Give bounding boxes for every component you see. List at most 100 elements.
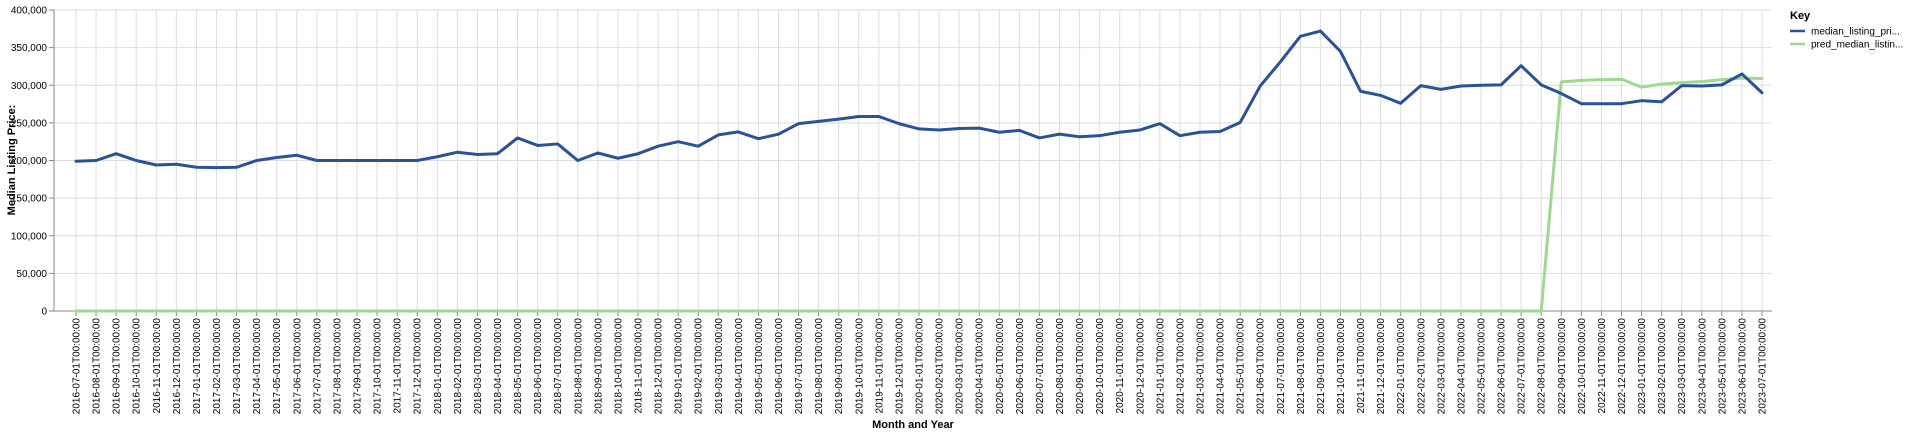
x-tick-label: 2023-02-01T00:00:00 xyxy=(1657,318,1668,415)
x-tick-label: 2018-07-01T00:00:00 xyxy=(553,318,564,415)
x-tick-label: 2019-04-01T00:00:00 xyxy=(734,318,745,415)
legend-label: pred_median_listin... xyxy=(1811,40,1903,51)
y-tick-label: 400,000 xyxy=(11,6,48,17)
x-tick-label: 2020-02-01T00:00:00 xyxy=(935,318,946,415)
x-tick-label: 2019-09-01T00:00:00 xyxy=(834,318,845,415)
x-tick-label: 2023-06-01T00:00:00 xyxy=(1737,318,1748,415)
x-tick-label: 2019-01-01T00:00:00 xyxy=(674,318,685,415)
x-tick-label: 2016-07-01T00:00:00 xyxy=(72,318,83,415)
x-tick-label: 2018-12-01T00:00:00 xyxy=(654,318,665,415)
x-tick-label: 2019-12-01T00:00:00 xyxy=(894,318,905,415)
series-line-2 xyxy=(74,76,1764,313)
y-tick-label: 150,000 xyxy=(11,194,48,205)
x-tick-label: 2016-12-01T00:00:00 xyxy=(172,318,183,415)
x-tick-label: 2019-03-01T00:00:00 xyxy=(714,318,725,415)
x-tick-label: 2022-04-01T00:00:00 xyxy=(1456,318,1467,415)
x-tick-label: 2019-02-01T00:00:00 xyxy=(694,318,705,415)
x-tick-label: 2018-09-01T00:00:00 xyxy=(593,318,604,415)
x-tick-label: 2022-11-01T00:00:00 xyxy=(1597,318,1608,414)
y-tick-label: 250,000 xyxy=(11,118,48,129)
x-tick-label: 2021-09-01T00:00:00 xyxy=(1316,318,1327,415)
x-tick-label: 2020-06-01T00:00:00 xyxy=(1015,318,1026,415)
x-tick-label: 2020-12-01T00:00:00 xyxy=(1135,318,1146,415)
x-tick-label: 2022-10-01T00:00:00 xyxy=(1577,318,1588,415)
x-tick-label: 2021-06-01T00:00:00 xyxy=(1256,318,1267,415)
x-tick-label: 2018-08-01T00:00:00 xyxy=(573,318,584,415)
x-tick-label: 2023-01-01T00:00:00 xyxy=(1637,318,1648,415)
x-tick-label: 2022-07-01T00:00:00 xyxy=(1517,318,1528,415)
x-tick-label: 2023-07-01T00:00:00 xyxy=(1758,318,1769,415)
x-tick-label: 2017-01-01T00:00:00 xyxy=(192,318,203,415)
x-tick-label: 2018-06-01T00:00:00 xyxy=(533,318,544,415)
x-tick-label: 2019-06-01T00:00:00 xyxy=(774,318,785,415)
x-tick-label: 2022-06-01T00:00:00 xyxy=(1497,318,1508,415)
x-tick-label: 2021-04-01T00:00:00 xyxy=(1216,318,1227,415)
x-tick-label: 2016-08-01T00:00:00 xyxy=(92,318,103,415)
x-tick-label: 2017-02-01T00:00:00 xyxy=(212,318,223,415)
series-line-1 xyxy=(74,29,1764,170)
series-lines xyxy=(74,29,1764,313)
x-tick-label: 2020-05-01T00:00:00 xyxy=(995,318,1006,415)
x-tick-label: 2016-10-01T00:00:00 xyxy=(132,318,143,415)
x-tick-label: 2017-11-01T00:00:00 xyxy=(393,318,404,414)
x-tick-label: 2019-07-01T00:00:00 xyxy=(794,318,805,415)
x-tick-label: 2022-12-01T00:00:00 xyxy=(1617,318,1628,415)
x-tick-label: 2017-04-01T00:00:00 xyxy=(252,318,263,415)
x-tick-label: 2020-04-01T00:00:00 xyxy=(975,318,986,415)
x-tick-label: 2018-01-01T00:00:00 xyxy=(433,318,444,415)
x-tick-label: 2018-10-01T00:00:00 xyxy=(613,318,624,415)
x-tick-label: 2018-03-01T00:00:00 xyxy=(473,318,484,415)
x-tick-label: 2021-11-01T00:00:00 xyxy=(1356,318,1367,414)
x-tick-label: 2021-02-01T00:00:00 xyxy=(1175,318,1186,415)
x-tick-label: 2023-05-01T00:00:00 xyxy=(1717,318,1728,415)
x-tick-label: 2020-09-01T00:00:00 xyxy=(1075,318,1086,415)
x-tick-label: 2020-11-01T00:00:00 xyxy=(1115,318,1126,414)
x-tick-label: 2017-08-01T00:00:00 xyxy=(332,318,343,415)
x-tick-label: 2018-05-01T00:00:00 xyxy=(513,318,524,415)
x-tick-label: 2019-08-01T00:00:00 xyxy=(814,318,825,415)
x-tick-label: 2019-05-01T00:00:00 xyxy=(754,318,765,415)
y-tick-label: 300,000 xyxy=(11,81,48,92)
x-axis-title: Month and Year xyxy=(872,419,954,431)
x-tick-label: 2017-06-01T00:00:00 xyxy=(292,318,303,415)
x-tick-label: 2018-02-01T00:00:00 xyxy=(453,318,464,415)
legend-title: Key xyxy=(1790,10,1811,22)
y-axis-title: Median Listing Price: xyxy=(6,105,18,216)
x-tick-label: 2021-07-01T00:00:00 xyxy=(1276,318,1287,415)
legend-label: median_listing_pri... xyxy=(1811,27,1900,38)
x-tick-label: 2020-08-01T00:00:00 xyxy=(1055,318,1066,415)
y-tick-label: 100,000 xyxy=(11,231,48,242)
y-tick-label: 0 xyxy=(41,307,47,318)
x-tick-label: 2019-11-01T00:00:00 xyxy=(874,318,885,414)
x-tick-label: 2020-01-01T00:00:00 xyxy=(915,318,926,415)
x-tick-label: 2020-10-01T00:00:00 xyxy=(1095,318,1106,415)
x-tick-label: 2017-05-01T00:00:00 xyxy=(272,318,283,415)
x-tick-label: 2021-01-01T00:00:00 xyxy=(1155,318,1166,415)
x-tick-label: 2022-03-01T00:00:00 xyxy=(1436,318,1447,415)
x-tick-label: 2019-10-01T00:00:00 xyxy=(854,318,865,415)
x-tick-label: 2022-01-01T00:00:00 xyxy=(1396,318,1407,415)
x-tick-label: 2023-04-01T00:00:00 xyxy=(1697,318,1708,415)
x-tick-label: 2022-09-01T00:00:00 xyxy=(1557,318,1568,415)
y-tick-label: 350,000 xyxy=(11,43,48,54)
x-tick-label: 2023-03-01T00:00:00 xyxy=(1677,318,1688,415)
x-tick-label: 2016-09-01T00:00:00 xyxy=(112,318,123,415)
x-tick-label: 2018-11-01T00:00:00 xyxy=(634,318,645,414)
x-tick-label: 2021-08-01T00:00:00 xyxy=(1296,318,1307,415)
x-tick-label: 2018-04-01T00:00:00 xyxy=(493,318,504,415)
x-tick-label: 2021-03-01T00:00:00 xyxy=(1196,318,1207,415)
x-tick-label: 2022-08-01T00:00:00 xyxy=(1537,318,1548,415)
x-tick-label: 2022-02-01T00:00:00 xyxy=(1416,318,1427,415)
x-tick-label: 2017-09-01T00:00:00 xyxy=(353,318,364,415)
legend: Key median_listing_pri... pred_median_lis… xyxy=(1790,10,1903,51)
x-tick-label: 2021-05-01T00:00:00 xyxy=(1236,318,1247,415)
y-tick-label: 50,000 xyxy=(16,269,47,280)
x-tick-label: 2022-05-01T00:00:00 xyxy=(1477,318,1488,415)
x-tick-label: 2016-11-01T00:00:00 xyxy=(152,318,163,414)
y-tick-label: 200,000 xyxy=(11,156,48,167)
x-tick-label: 2021-12-01T00:00:00 xyxy=(1376,318,1387,415)
x-tick-label: 2017-07-01T00:00:00 xyxy=(312,318,323,415)
x-tick-label: 2020-07-01T00:00:00 xyxy=(1035,318,1046,415)
x-tick-label: 2020-03-01T00:00:00 xyxy=(955,318,966,415)
